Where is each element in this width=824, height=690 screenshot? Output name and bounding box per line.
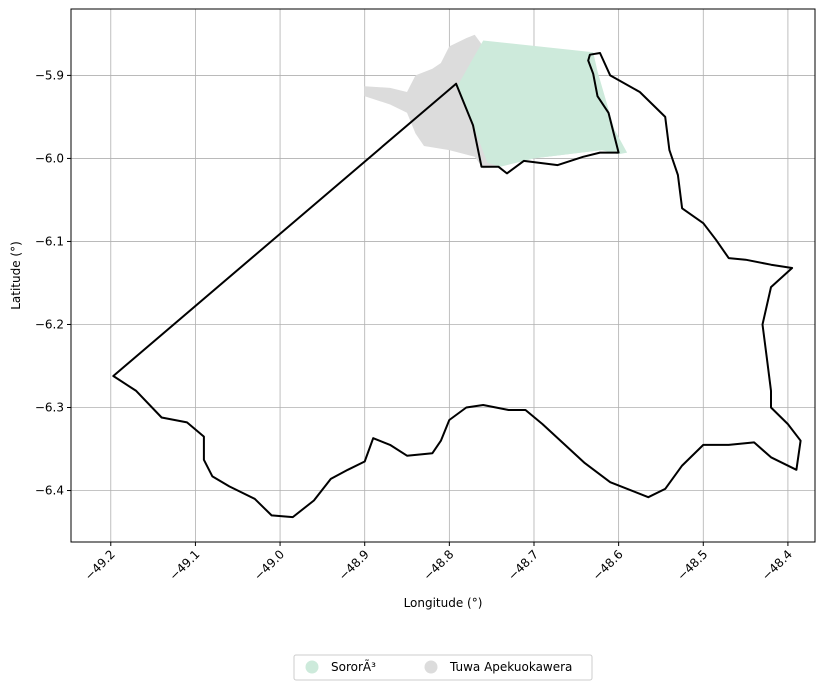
y-tick-label: −6.4 [35, 484, 64, 498]
area-soror [457, 40, 628, 167]
boundary-outline [112, 52, 802, 519]
legend-box [293, 654, 593, 681]
legend: SororÃ³ Tuwa Apekuokawera [293, 654, 593, 681]
legend-swatch-tuwa-apekuokawera [424, 660, 438, 674]
y-axis-label: Latitude (°) [9, 241, 23, 310]
y-tick-label: −5.9 [35, 68, 64, 82]
legend-label-sororo: SororÃ³ [331, 659, 376, 674]
y-tick-label: −6.2 [35, 317, 64, 331]
x-axis-label: Longitude (°) [404, 596, 483, 610]
municipality-boundary-line [112, 52, 802, 519]
y-tick-label: −6.0 [35, 151, 64, 165]
area-polygons [364, 34, 628, 169]
y-tick-label: −6.1 [35, 234, 64, 248]
plot-frame [70, 8, 816, 543]
legend-swatch-sororo [305, 660, 319, 674]
legend-label-tuwa-apekuokawera: Tuwa Apekuokawera [449, 660, 572, 674]
y-tick-label: −6.3 [35, 401, 64, 415]
